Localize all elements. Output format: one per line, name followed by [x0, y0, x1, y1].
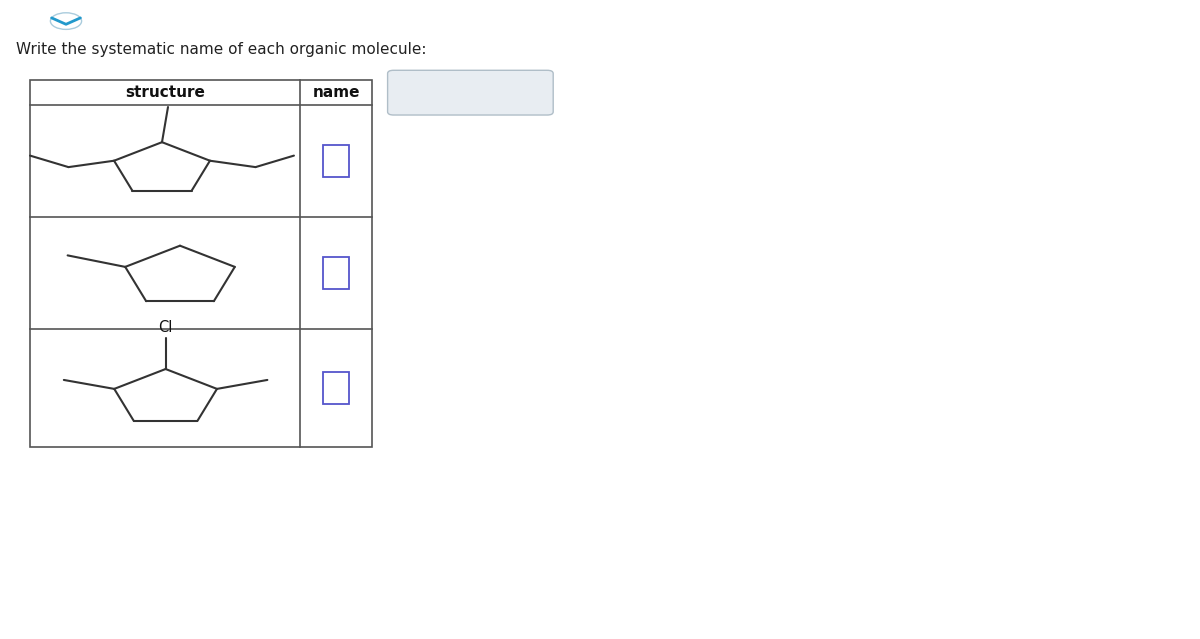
Text: ↺: ↺: [496, 83, 512, 102]
Text: structure: structure: [125, 85, 205, 100]
Text: ×: ×: [437, 84, 452, 102]
Bar: [323, 372, 349, 404]
Text: Cl: Cl: [158, 320, 173, 335]
Text: name: name: [312, 85, 360, 100]
Bar: [30, 80, 372, 447]
Bar: [323, 145, 349, 177]
Bar: [323, 257, 349, 289]
Text: Write the systematic name of each organic molecule:: Write the systematic name of each organi…: [16, 42, 426, 56]
FancyBboxPatch shape: [388, 70, 553, 115]
